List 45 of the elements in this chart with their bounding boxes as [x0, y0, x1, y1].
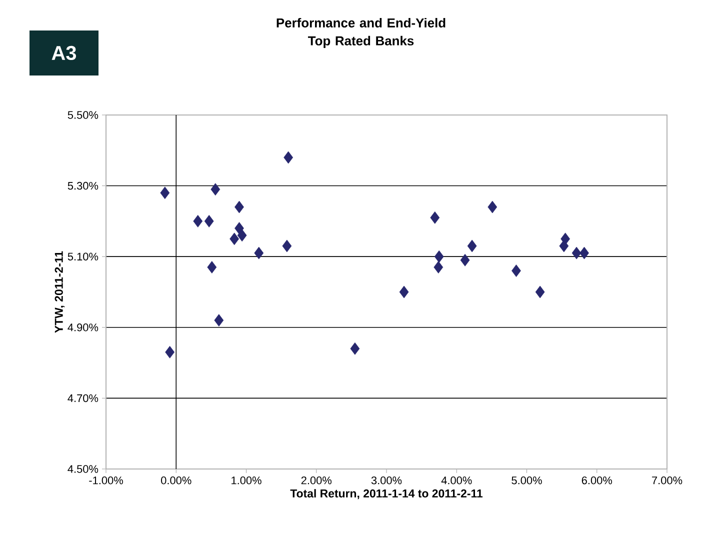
point [254, 246, 264, 260]
y-tick-label: 5.50% [68, 111, 98, 119]
point [559, 240, 569, 252]
point [535, 286, 545, 298]
point [234, 200, 244, 214]
y-tick-label: 4.90% [68, 324, 98, 332]
point [237, 229, 247, 242]
x-tick-label: -1.00% [89, 476, 123, 484]
point [460, 254, 470, 266]
point [434, 261, 444, 274]
point [160, 186, 170, 200]
x-tick-label: 4.00% [441, 476, 472, 484]
point [204, 214, 214, 228]
text: A3 [52, 46, 76, 60]
point [580, 246, 589, 260]
x-axis-title: Total Return, 2011-1-14 to 2011-2-11 [290, 489, 483, 500]
point [430, 211, 440, 224]
y-tick-label: 4.50% [68, 465, 98, 473]
y-tick-label: 5.30% [68, 182, 98, 190]
point [467, 240, 477, 252]
point [210, 183, 220, 196]
y-tick-label: 5.10% [68, 252, 98, 260]
point [230, 232, 240, 246]
x-tick-label: 7.00% [652, 476, 682, 484]
point [214, 314, 224, 327]
chart-title: Performance and End-Yield Top Rated Banks [276, 18, 446, 48]
point [282, 240, 292, 252]
x-tick-label: 1.00% [232, 476, 262, 484]
point [193, 214, 203, 228]
point [399, 286, 409, 298]
point [350, 342, 360, 355]
x-tick-label: 0.00% [161, 476, 192, 484]
point [488, 200, 498, 214]
point [284, 151, 294, 164]
point [165, 346, 175, 358]
x-tick-label: 2.00% [301, 476, 332, 484]
point [207, 261, 217, 274]
x-tick-label: 3.00% [371, 476, 402, 484]
y-axis-title: YTW, 2011-2-11 [54, 251, 65, 333]
x-tick-label: 6.00% [582, 476, 612, 484]
point [572, 246, 582, 260]
x-tick-label: 5.00% [512, 476, 542, 484]
y-tick-label: 4.70% [68, 394, 98, 402]
point [512, 264, 521, 277]
point [434, 250, 444, 263]
